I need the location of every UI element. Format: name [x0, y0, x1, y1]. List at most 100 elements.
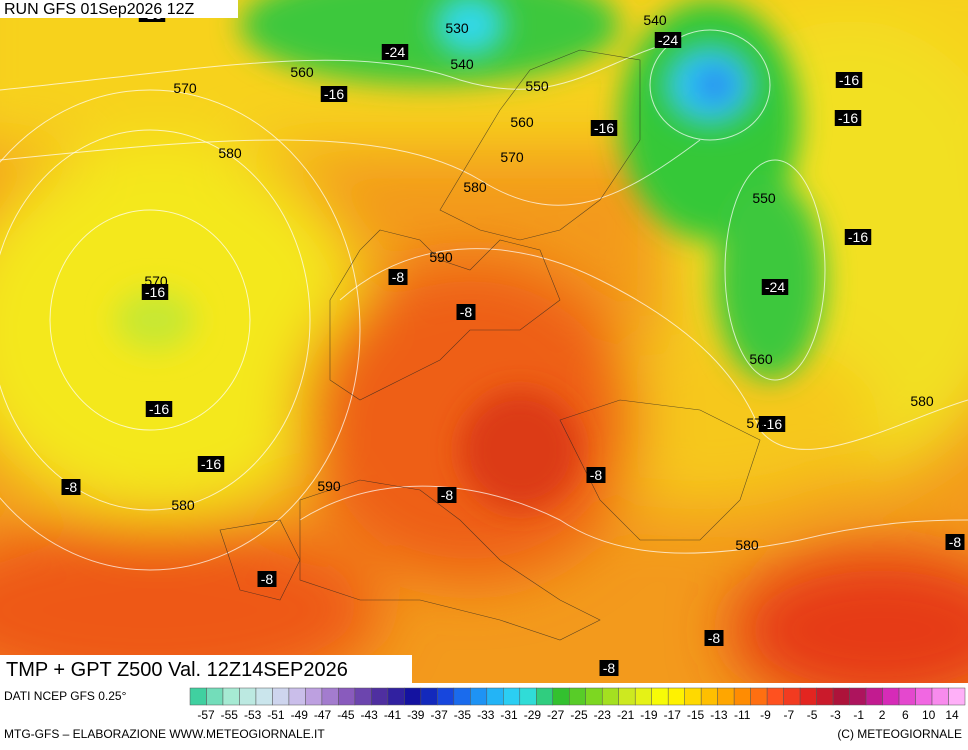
scale-label: -47: [314, 708, 332, 722]
contour-label: -16: [762, 416, 782, 432]
contour-label: 530: [445, 20, 469, 36]
color-box: [569, 687, 586, 706]
contour-label-box: [61, 479, 81, 495]
scale-label: 10: [922, 708, 936, 722]
color-box: [189, 687, 207, 706]
contour-label-box: [437, 487, 457, 503]
contour-label: 540: [450, 56, 474, 72]
scale-label: -23: [594, 708, 612, 722]
color-box: [305, 687, 323, 706]
color-box: [750, 687, 768, 706]
contour-label: -8: [392, 269, 405, 285]
contour-label: 590: [317, 478, 341, 494]
contour-label: 580: [910, 393, 934, 409]
contour-label: 580: [735, 537, 759, 553]
contour-label-box: [761, 279, 789, 295]
color-box: [601, 687, 619, 706]
source-label: DATI NCEP GFS 0.25°: [4, 689, 127, 703]
contour-label-box: [388, 269, 408, 285]
contour-label: -16: [201, 456, 221, 472]
scale-label: -17: [664, 708, 682, 722]
footer-left: MTG-GFS – ELABORAZIONE WWW.METEOGIORNALE…: [4, 727, 325, 741]
color-box: [783, 687, 801, 706]
contour-label: -24: [658, 32, 678, 48]
contour-label: -8: [261, 571, 274, 587]
color-box: [371, 687, 389, 706]
color-box: [667, 687, 685, 706]
contour-label-box: [945, 534, 965, 550]
color-box: [618, 687, 636, 706]
contour-label: 590: [429, 249, 453, 265]
contour-label: -16: [848, 229, 868, 245]
scale-label: -39: [407, 708, 425, 722]
header-box: [0, 0, 238, 18]
contour-label-box: [590, 120, 618, 136]
contour-label: -8: [949, 534, 962, 550]
contour-label: 580: [463, 179, 487, 195]
color-box: [585, 687, 603, 706]
scale-label: -9: [760, 708, 771, 722]
color-box: [437, 687, 455, 706]
contour-label: -8: [590, 467, 603, 483]
color-box: [766, 687, 784, 706]
color-box: [272, 687, 290, 706]
contour-label-box: [835, 72, 863, 88]
scale-label: -43: [361, 708, 379, 722]
contour-label-box: [257, 571, 277, 587]
contour-label-box: [758, 416, 786, 432]
contour-label: 570: [500, 149, 524, 165]
contour-label-box: [586, 467, 606, 483]
contour-labels: -16530540-24560-16570540-24550560-16570-…: [61, 6, 965, 676]
color-box: [420, 687, 438, 706]
contour-label-box: [599, 660, 619, 676]
scale-label: 14: [945, 708, 959, 722]
color-box: [799, 687, 817, 706]
color-box: [519, 687, 537, 706]
contour-label: -16: [145, 284, 165, 300]
contour-label: 550: [525, 78, 549, 94]
scale-label: -21: [617, 708, 635, 722]
scale-label: -53: [244, 708, 262, 722]
color-box: [733, 687, 751, 706]
color-box: [486, 687, 504, 706]
color-box: [338, 687, 356, 706]
contour-label-box: [654, 32, 682, 48]
color-box: [634, 687, 652, 706]
color-box: [239, 687, 257, 706]
scale-label: -35: [454, 708, 472, 722]
contour-label: -16: [838, 110, 858, 126]
scale-label: 2: [879, 708, 886, 722]
color-box: [651, 687, 669, 706]
contour-label: -16: [839, 72, 859, 88]
contour-label: 550: [752, 190, 776, 206]
scale-label: -27: [547, 708, 565, 722]
color-box: [470, 687, 488, 706]
run-label: RUN GFS 01Sep2026 12Z: [4, 1, 195, 18]
contour-label: 570: [173, 80, 197, 96]
color-box: [832, 687, 850, 706]
contour-label: -8: [708, 630, 721, 646]
contour-label: -16: [594, 120, 614, 136]
contour-label: -8: [65, 479, 78, 495]
contour-label-box: [704, 630, 724, 646]
contour-label: -16: [324, 86, 344, 102]
scale-label: -49: [291, 708, 309, 722]
contour-label: -8: [603, 660, 616, 676]
scale-label: -37: [430, 708, 448, 722]
contour-label-box: [844, 229, 872, 245]
contour-label: 560: [510, 114, 534, 130]
contour-label-box: [381, 44, 409, 60]
contour-label-box: [145, 401, 173, 417]
scale-label: -33: [477, 708, 495, 722]
color-box: [717, 687, 735, 706]
scale-label: -3: [830, 708, 841, 722]
color-box: [255, 687, 273, 706]
title-box: [0, 655, 412, 683]
contour-label: 560: [749, 351, 773, 367]
color-box: [552, 687, 570, 706]
color-box: [206, 687, 224, 706]
contour-label-box: [456, 304, 476, 320]
contour-label-box: [197, 456, 225, 472]
color-box: [288, 687, 306, 706]
